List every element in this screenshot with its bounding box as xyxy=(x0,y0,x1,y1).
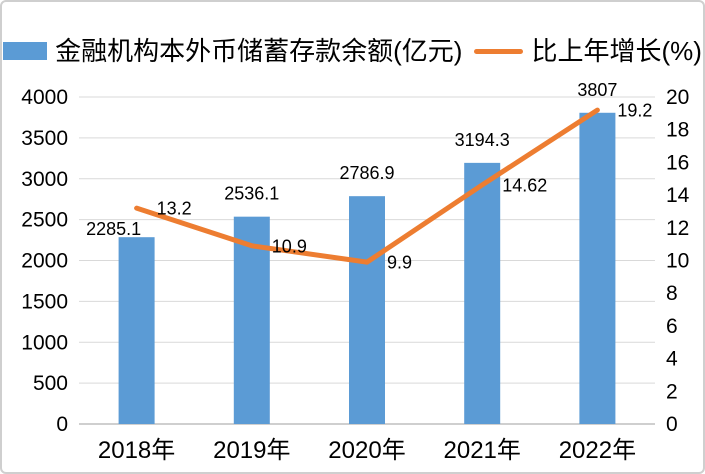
line-value-label: 19.2 xyxy=(617,101,652,121)
left-axis-tick: 3500 xyxy=(21,127,68,150)
right-axis-tick: 16 xyxy=(666,151,689,174)
line-value-label: 14.62 xyxy=(502,175,547,195)
bar xyxy=(233,216,270,424)
bar-value-label: 2786.9 xyxy=(339,163,394,183)
left-axis-tick: 2500 xyxy=(21,209,68,232)
line-series-label: 比上年增长(%) xyxy=(531,36,702,66)
left-axis-tick: 500 xyxy=(33,372,68,395)
bar-series-swatch-icon xyxy=(3,42,48,60)
legend: 金融机构本外币储蓄存款余额(亿元) 比上年增长(%) xyxy=(2,36,703,66)
right-axis-tick: 10 xyxy=(666,250,689,273)
line-value-label: 10.9 xyxy=(272,236,307,256)
left-axis-tick: 1000 xyxy=(21,331,68,354)
x-axis-label: 2022年 xyxy=(559,437,636,464)
bar-value-label: 3807 xyxy=(577,80,617,100)
bar xyxy=(579,112,616,425)
x-axis-label: 2021年 xyxy=(444,437,521,464)
growth-line xyxy=(134,107,600,265)
bar-value-label: 2285.1 xyxy=(86,219,141,239)
left-axis-tick: 4000 xyxy=(21,86,68,109)
bar-series-label: 金融机构本外币储蓄存款余额(亿元) xyxy=(55,36,463,66)
right-axis-tick: 8 xyxy=(666,282,678,305)
right-axis-tick: 18 xyxy=(666,119,689,142)
right-axis-tick: 6 xyxy=(666,315,678,338)
right-axis-tick: 14 xyxy=(666,184,690,207)
left-axis-tick: 3000 xyxy=(21,168,68,191)
bar-value-label: 3194.3 xyxy=(455,130,510,150)
bar xyxy=(464,162,501,425)
bar xyxy=(118,237,155,424)
line-series-swatch-icon xyxy=(474,48,524,54)
right-axis-tick: 20 xyxy=(666,86,689,109)
right-axis-tick: 2 xyxy=(666,380,678,403)
line-value-label: 9.9 xyxy=(387,253,412,273)
x-axis-label: 2019年 xyxy=(213,437,290,464)
x-axis-label: 2020年 xyxy=(328,437,405,464)
left-axis-tick: 1500 xyxy=(21,290,68,313)
right-axis-tick: 0 xyxy=(666,413,678,436)
x-axis-label: 2018年 xyxy=(98,437,175,464)
legend-item-growth: 比上年增长(%) xyxy=(474,36,702,66)
right-axis-tick: 4 xyxy=(666,348,678,371)
left-axis-tick: 0 xyxy=(56,413,68,436)
bar-value-label: 2536.1 xyxy=(224,184,279,204)
bar xyxy=(349,196,385,424)
left-axis-tick: 2000 xyxy=(21,250,68,273)
right-axis-tick: 12 xyxy=(666,217,689,240)
line-value-label: 13.2 xyxy=(157,199,192,219)
legend-item-deposits: 金融机构本外币储蓄存款余额(亿元) xyxy=(3,36,462,66)
